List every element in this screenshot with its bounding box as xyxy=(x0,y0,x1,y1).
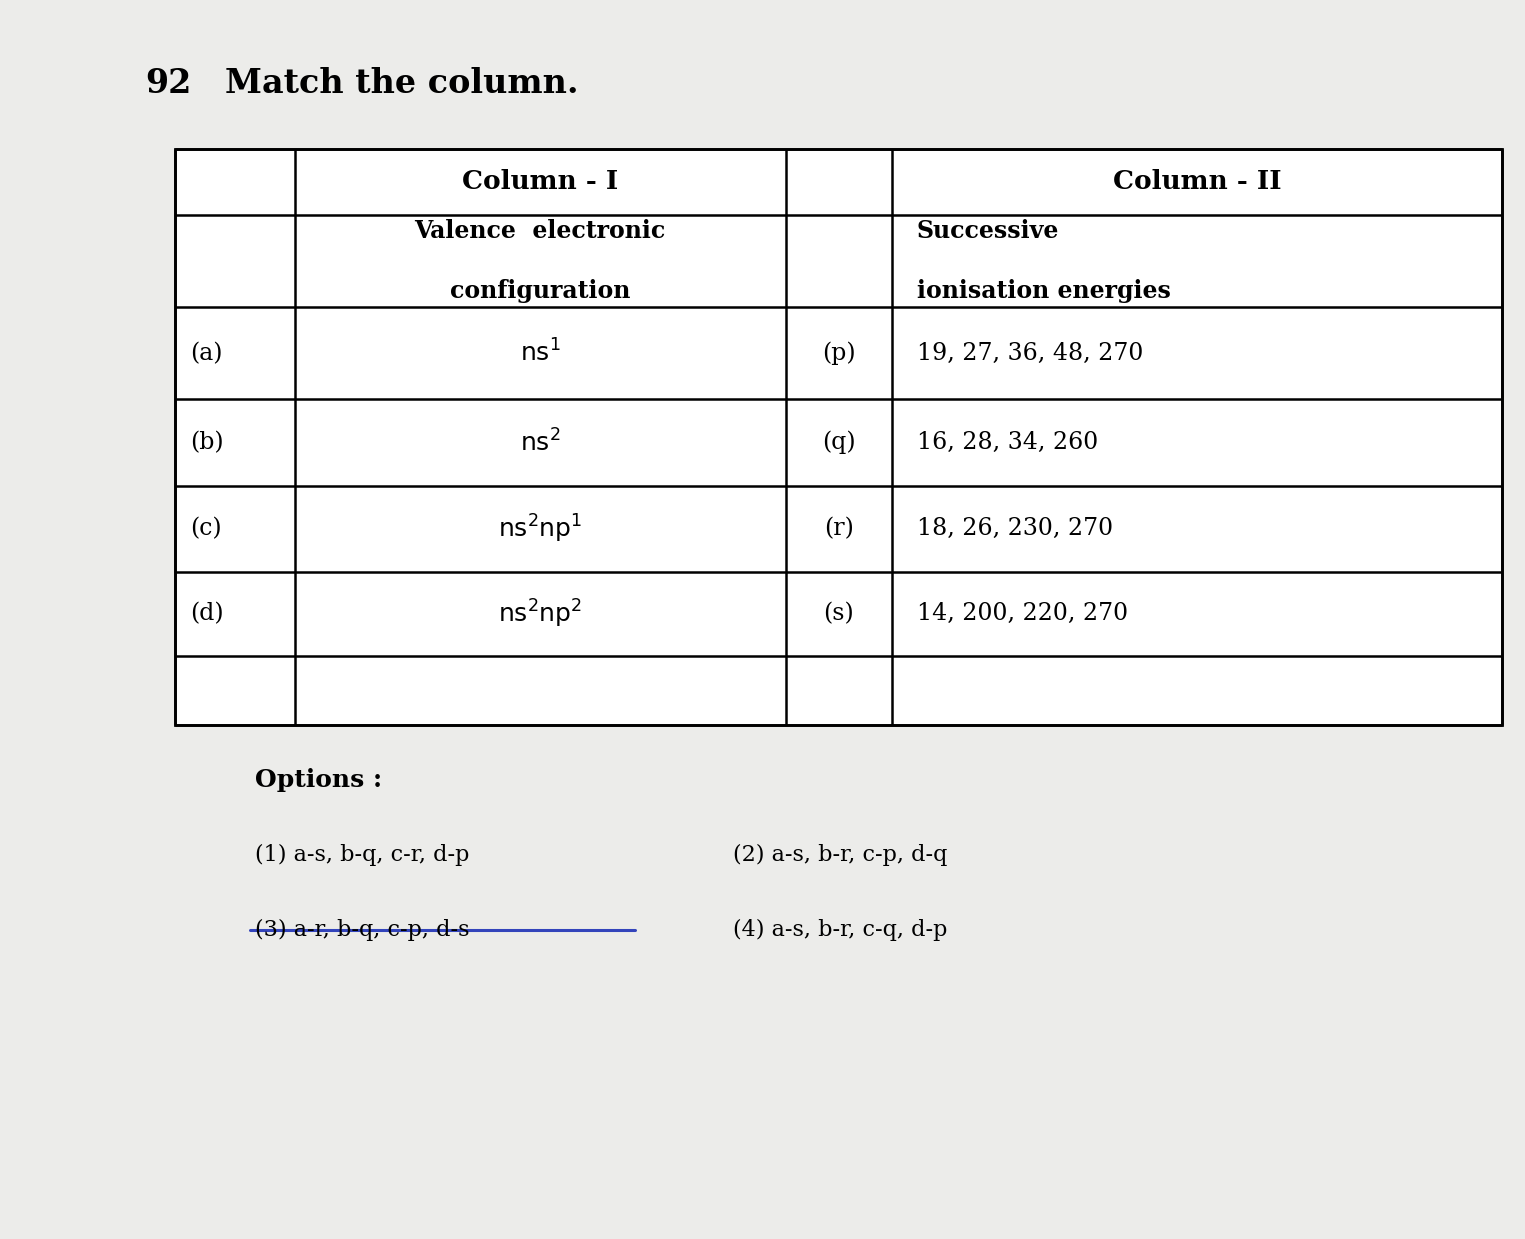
Text: Valence  electronic: Valence electronic xyxy=(415,219,666,243)
Text: 18, 26, 230, 270: 18, 26, 230, 270 xyxy=(917,518,1113,540)
Text: (q): (q) xyxy=(822,431,856,455)
Text: Column - I: Column - I xyxy=(462,170,618,195)
Text: Match the column.: Match the column. xyxy=(226,67,580,100)
Text: 14, 200, 220, 270: 14, 200, 220, 270 xyxy=(917,602,1128,626)
Text: $\mathrm{ns}^2\mathrm{np}^1$: $\mathrm{ns}^2\mathrm{np}^1$ xyxy=(499,513,583,545)
Text: 16, 28, 34, 260: 16, 28, 34, 260 xyxy=(917,431,1098,453)
Text: (s): (s) xyxy=(824,602,854,626)
Text: (c): (c) xyxy=(191,518,223,540)
Text: 92: 92 xyxy=(145,67,192,100)
Text: (d): (d) xyxy=(191,602,224,626)
Text: (1) a-s, b-q, c-r, d-p: (1) a-s, b-q, c-r, d-p xyxy=(255,844,470,866)
Text: Options :: Options : xyxy=(255,768,383,792)
Text: (a): (a) xyxy=(191,342,223,364)
Text: $\mathrm{ns}^2\mathrm{np}^2$: $\mathrm{ns}^2\mathrm{np}^2$ xyxy=(499,597,583,629)
Text: Successive: Successive xyxy=(917,219,1060,243)
Text: (4) a-s, b-r, c-q, d-p: (4) a-s, b-r, c-q, d-p xyxy=(732,919,947,940)
Text: (3) a-r, b-q, c-p, d-s: (3) a-r, b-q, c-p, d-s xyxy=(255,919,470,940)
Text: (2) a-s, b-r, c-p, d-q: (2) a-s, b-r, c-p, d-q xyxy=(732,844,947,866)
Bar xyxy=(175,149,1502,725)
Text: 19, 27, 36, 48, 270: 19, 27, 36, 48, 270 xyxy=(917,342,1144,364)
Text: $\mathrm{ns}^1$: $\mathrm{ns}^1$ xyxy=(520,339,561,367)
Text: (r): (r) xyxy=(824,518,854,540)
Text: (b): (b) xyxy=(191,431,224,453)
Text: (p): (p) xyxy=(822,342,856,366)
Text: Column - II: Column - II xyxy=(1113,170,1281,195)
Text: configuration: configuration xyxy=(450,279,630,304)
Text: $\mathrm{ns}^2$: $\mathrm{ns}^2$ xyxy=(520,429,561,456)
Text: ionisation energies: ionisation energies xyxy=(917,279,1171,304)
